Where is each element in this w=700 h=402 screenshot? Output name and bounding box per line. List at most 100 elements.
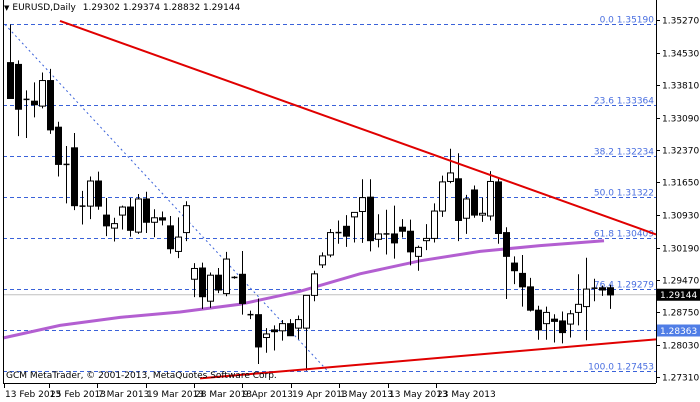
candle-bullish	[351, 211, 358, 218]
candle-bullish	[223, 258, 230, 295]
candle-bullish	[263, 333, 270, 339]
candle-bullish	[311, 273, 318, 296]
price-tick-label: 1.33090	[662, 115, 699, 125]
candle-bullish	[415, 246, 422, 257]
candle-bearish	[71, 147, 78, 207]
candle-bearish	[599, 287, 606, 291]
candle-bearish	[391, 233, 398, 244]
candle-bearish	[55, 126, 62, 165]
candle-bearish	[495, 181, 502, 234]
candle-bullish	[295, 319, 302, 329]
candle-bearish	[559, 320, 566, 334]
time-tick-label: 13 May 2013	[389, 390, 448, 400]
chart-header: ▼ EURUSD,Daily 1.29302 1.29374 1.28832 1…	[4, 3, 240, 13]
level-price-badge	[657, 324, 700, 337]
fib-level-label: 38.2 1.32234	[594, 148, 654, 158]
current-price-badge	[657, 288, 700, 301]
candle-bullish	[175, 236, 182, 252]
candle-bullish	[119, 206, 126, 216]
candle-bearish	[199, 267, 206, 298]
candle-bearish	[399, 226, 406, 232]
candle-bearish	[607, 287, 614, 296]
candle-bearish	[407, 230, 414, 253]
fib-level-label: 61.8 1.30409	[594, 230, 654, 240]
candle-bullish	[111, 223, 118, 229]
time-tick-label: 19 Mar 2013	[147, 390, 204, 400]
time-tick-label: 25 Feb 2013	[50, 390, 106, 400]
candle-bullish	[423, 237, 430, 242]
candle-bullish	[359, 197, 366, 213]
price-tick-label: 1.31650	[662, 179, 699, 189]
candle-bullish	[567, 313, 574, 325]
candle-bullish	[575, 303, 582, 313]
symbol-timeframe: EURUSD,Daily	[12, 3, 76, 13]
candle-bearish	[503, 232, 510, 257]
price-tick-label: 1.29470	[662, 277, 699, 287]
candle-bullish	[463, 198, 470, 219]
candle-bullish	[135, 198, 142, 233]
candle-bearish	[31, 100, 38, 106]
candle-bearish	[511, 262, 518, 272]
copyright-text: GCM MetaTrader, © 2001-2013, MetaQuotes …	[6, 371, 277, 381]
candle-bullish	[183, 205, 190, 234]
fib-level-label: 23.6 1.33364	[594, 97, 654, 107]
candle-bearish	[255, 314, 262, 348]
candle-bearish	[471, 189, 478, 216]
collapse-triangle-icon[interactable]: ▼	[4, 4, 10, 12]
candle-bearish	[215, 274, 222, 291]
candle-bearish	[519, 272, 526, 288]
price-tick-label: 1.34530	[662, 50, 699, 60]
price-tick-label: 1.33810	[662, 82, 699, 92]
candle-bearish	[367, 196, 374, 242]
time-tick-label: 9 Apr 2013	[243, 390, 293, 400]
time-tick-label: 23 May 2013	[437, 390, 496, 400]
candle-bearish	[343, 225, 350, 237]
trendline-upper-resistance[interactable]	[59, 19, 657, 236]
candle-bearish	[271, 329, 278, 333]
price-tick-label: 1.32370	[662, 147, 699, 157]
price-tick-label: 1.28750	[662, 309, 699, 319]
candle-bullish	[447, 172, 454, 182]
candle-bearish	[535, 309, 542, 331]
time-tick-label: 19 Apr 2013	[292, 390, 348, 400]
candle-bearish	[551, 318, 558, 322]
candle-bearish	[455, 178, 462, 221]
price-tick-label: 1.30190	[662, 245, 699, 255]
candle-bearish	[15, 63, 22, 110]
candle-bullish	[279, 323, 286, 332]
candle-bearish	[95, 180, 102, 207]
time-tick-label: 1 May 2013	[340, 390, 393, 400]
candle-bearish	[103, 214, 110, 227]
candle-bullish	[375, 233, 382, 240]
candle-bearish	[127, 206, 134, 231]
candle-bearish	[527, 286, 534, 311]
candle-bearish	[7, 62, 14, 99]
price-tick-label: 1.27310	[662, 374, 699, 384]
candle-bullish	[487, 180, 494, 217]
trendline-lower-support[interactable]	[199, 338, 657, 380]
candle-bullish	[87, 180, 94, 207]
candle-bearish	[143, 198, 150, 223]
time-tick-label: 13 Feb 2013	[5, 390, 61, 400]
fib-level-label: 50.0 1.31322	[594, 189, 654, 199]
candle-bullish	[439, 181, 446, 212]
price-tick-label: 1.30930	[662, 212, 699, 222]
time-tick-label: 7 Mar 2013	[98, 390, 149, 400]
candle-bearish	[159, 217, 166, 221]
current-price-label: 1.29144	[660, 291, 697, 301]
fib-level-label: 0.0 1.35190	[600, 16, 655, 26]
candle-bullish	[543, 311, 550, 325]
fib-anchor-line[interactable]	[4, 24, 328, 371]
time-tick-label: 28 Mar 2013	[195, 390, 252, 400]
level-price-label: 1.28363	[660, 327, 697, 337]
candle-bullish	[207, 274, 214, 302]
candle-bullish	[303, 294, 310, 329]
moving-average-line[interactable]	[2, 239, 605, 340]
candle-bullish	[327, 232, 334, 256]
candle-bullish	[583, 288, 590, 308]
candle-bearish	[167, 225, 174, 250]
price-tick-label: 1.28030	[662, 342, 699, 352]
candle-bullish	[479, 212, 486, 216]
